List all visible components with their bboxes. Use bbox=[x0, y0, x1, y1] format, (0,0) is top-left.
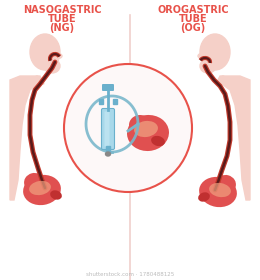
FancyBboxPatch shape bbox=[101, 109, 114, 150]
Ellipse shape bbox=[200, 59, 216, 73]
Polygon shape bbox=[40, 36, 58, 52]
Ellipse shape bbox=[129, 115, 151, 135]
Ellipse shape bbox=[200, 34, 230, 70]
Polygon shape bbox=[202, 36, 220, 52]
Ellipse shape bbox=[29, 181, 51, 195]
Ellipse shape bbox=[127, 115, 169, 151]
Ellipse shape bbox=[134, 121, 158, 137]
Ellipse shape bbox=[198, 53, 206, 59]
Text: shutterstock.com · 1780488125: shutterstock.com · 1780488125 bbox=[86, 272, 174, 277]
Ellipse shape bbox=[30, 34, 60, 70]
Ellipse shape bbox=[216, 175, 236, 193]
Ellipse shape bbox=[23, 175, 61, 205]
Text: NASOGASTRIC: NASOGASTRIC bbox=[23, 5, 101, 15]
Ellipse shape bbox=[24, 173, 44, 191]
Polygon shape bbox=[216, 76, 224, 84]
Bar bbox=[99, 99, 103, 104]
Text: OROGASTRIC: OROGASTRIC bbox=[157, 5, 229, 15]
Ellipse shape bbox=[50, 190, 62, 200]
Text: TUBE: TUBE bbox=[179, 14, 207, 24]
Polygon shape bbox=[222, 76, 250, 200]
Ellipse shape bbox=[106, 152, 110, 156]
FancyBboxPatch shape bbox=[102, 84, 114, 91]
Polygon shape bbox=[10, 76, 38, 200]
Text: (OG): (OG) bbox=[180, 23, 206, 33]
Bar bbox=[106, 146, 110, 152]
Ellipse shape bbox=[198, 192, 210, 202]
Ellipse shape bbox=[54, 53, 62, 59]
Text: (NG): (NG) bbox=[49, 23, 75, 33]
Ellipse shape bbox=[209, 183, 231, 197]
Polygon shape bbox=[36, 76, 44, 84]
Ellipse shape bbox=[199, 177, 237, 207]
Text: TUBE: TUBE bbox=[48, 14, 76, 24]
FancyBboxPatch shape bbox=[105, 111, 109, 146]
Ellipse shape bbox=[44, 59, 60, 73]
Circle shape bbox=[64, 64, 192, 192]
Ellipse shape bbox=[151, 136, 165, 146]
Bar bbox=[113, 99, 117, 104]
